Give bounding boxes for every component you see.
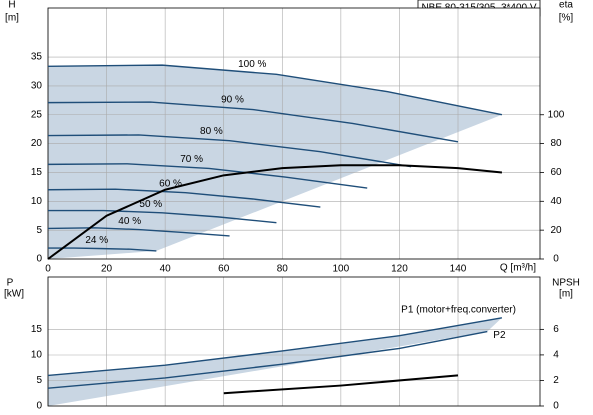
y-tick-label: 0: [36, 254, 42, 265]
curve-label: 100 %: [238, 59, 266, 70]
y-tick-label: 35: [31, 52, 43, 63]
y-unit: [kW]: [4, 289, 24, 300]
y-tick-label: 5: [36, 375, 42, 386]
x-tick-label: 140: [450, 264, 467, 275]
y-tick-label: 25: [31, 109, 43, 120]
curve-label: 60 %: [159, 179, 182, 190]
y-tick-label: 20: [31, 138, 43, 149]
x-tick-label: 80: [277, 264, 289, 275]
y-tick-label: 15: [31, 324, 43, 335]
curve-label: 70 %: [180, 154, 203, 165]
curve: [47, 101, 459, 143]
y-tick-label: 0: [36, 401, 42, 412]
curve: [47, 188, 321, 208]
curve-label: 40 %: [118, 216, 141, 227]
curve: [47, 134, 412, 168]
y2-tick-label: 2: [553, 375, 559, 386]
y2-tick-label: 4: [553, 350, 559, 361]
x-tick-label: 100: [333, 264, 350, 275]
curve: [47, 164, 503, 260]
y2-tick-label: 80: [550, 138, 562, 149]
curve-label: P2: [493, 330, 506, 341]
y-tick-label: 15: [31, 167, 43, 178]
curve: [47, 64, 503, 116]
curve: [47, 227, 230, 237]
curve-label: 24 %: [85, 235, 108, 246]
curve: [47, 317, 503, 377]
y2-tick-label: 40: [550, 196, 562, 207]
curve-label: 50 %: [139, 199, 162, 210]
x-tick-label: 40: [160, 264, 172, 275]
y2-label: eta: [559, 0, 573, 11]
curve-label: 80 %: [200, 126, 223, 137]
y2-label: NPSH: [552, 278, 580, 289]
y2-unit: [%]: [559, 13, 574, 24]
plot-frame: [47, 276, 541, 407]
y-tick-label: 5: [36, 225, 42, 236]
x-tick-label: 0: [45, 264, 51, 275]
curve-label: 90 %: [221, 95, 244, 106]
y2-unit: [m]: [559, 289, 573, 300]
curve: [48, 209, 277, 224]
y2-tick-label: 20: [550, 225, 562, 236]
y2-tick-label: 6: [553, 324, 559, 335]
y2-tick-label: 0: [553, 401, 559, 412]
curve: [47, 330, 488, 389]
y-label: H: [8, 0, 15, 11]
operating-range: [48, 317, 502, 406]
curve: [48, 247, 157, 252]
curve-label: P1 (motor+freq.converter): [401, 304, 516, 315]
curve: [47, 163, 368, 189]
y-tick-label: 10: [31, 196, 43, 207]
y-unit: [m]: [5, 13, 19, 24]
operating-range: [48, 65, 502, 259]
y2-tick-label: 0: [553, 254, 559, 265]
y2-tick-label: 60: [550, 167, 562, 178]
y-label: P: [7, 278, 14, 289]
y-tick-label: 30: [31, 81, 43, 92]
x-tick-label: 20: [101, 264, 113, 275]
y-tick-label: 10: [31, 350, 43, 361]
x-label: Q [m³/h]: [500, 263, 536, 274]
curve: [223, 374, 459, 395]
x-tick-label: 60: [218, 264, 230, 275]
x-tick-label: 120: [391, 264, 408, 275]
y2-tick-label: 100: [548, 109, 565, 120]
plot-frame: [47, 7, 541, 260]
